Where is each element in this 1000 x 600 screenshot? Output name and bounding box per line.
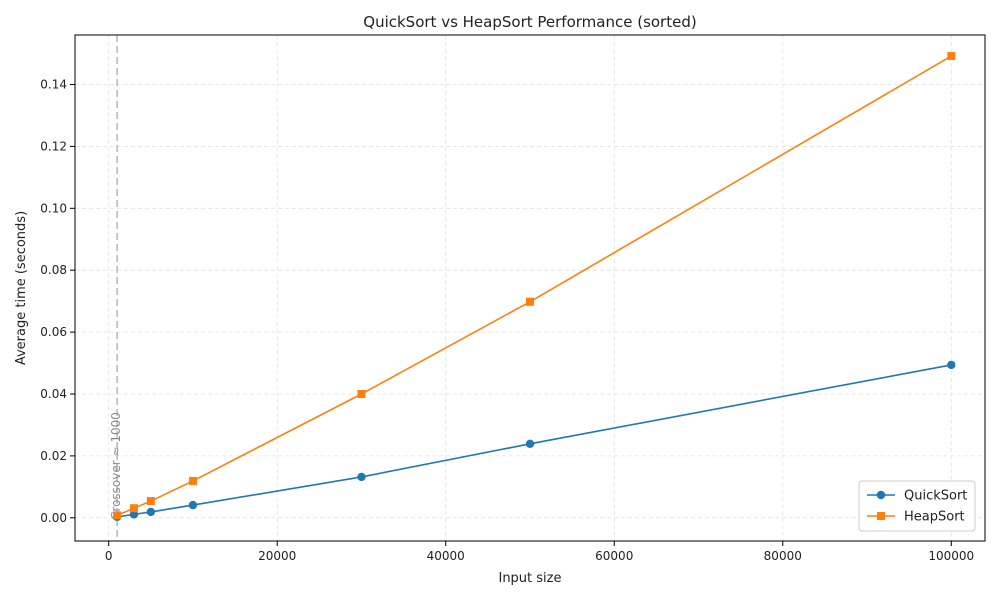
heapsort-point	[188, 476, 197, 485]
heapsort-point	[357, 389, 366, 398]
x-tick-label: 80000	[764, 549, 802, 563]
y-tick-label: 0.02	[40, 449, 67, 463]
annotation-layer: Crossover ≈ 1000	[109, 35, 123, 541]
quicksort-point	[129, 510, 139, 519]
x-tick-label: 100000	[928, 549, 974, 563]
heapsort-point	[113, 511, 122, 520]
heapsort-point	[526, 297, 534, 306]
y-tick-label: 0.06	[40, 325, 67, 339]
chart-title: QuickSort vs HeapSort Performance (sorte…	[363, 13, 696, 31]
legend: QuickSort HeapSort	[858, 480, 976, 532]
x-tick-label: 60000	[595, 549, 633, 563]
series-layer	[112, 52, 956, 522]
plot-frame	[74, 34, 986, 542]
x-axis: 0 20000 40000 60000 80000 100000	[105, 541, 974, 563]
legend-label: QuickSort	[904, 489, 967, 504]
series-heapsort	[113, 52, 956, 520]
legend-box	[858, 480, 976, 532]
legend-item-heapsort: HeapSort	[867, 510, 965, 525]
grid	[75, 35, 985, 541]
legend-marker	[877, 512, 885, 520]
crossover-label: Crossover ≈ 1000	[109, 412, 123, 520]
quicksort-point	[188, 500, 198, 510]
quicksort-point	[357, 472, 366, 482]
legend-marker	[876, 490, 886, 500]
y-tick-label: 0.04	[40, 387, 67, 401]
y-tick-label: 0.08	[40, 263, 67, 277]
x-axis-label: Input size	[498, 571, 561, 586]
quicksort-point	[947, 360, 956, 370]
heapsort-point	[146, 497, 155, 506]
x-tick-label: 20000	[258, 549, 296, 563]
y-tick-label: 0.00	[40, 511, 67, 525]
heapsort-point	[947, 52, 956, 61]
heapsort-point	[129, 504, 138, 513]
y-tick-label: 0.14	[40, 78, 67, 92]
y-tick-label: 0.10	[40, 201, 67, 215]
legend-item-quicksort: QuickSort	[867, 489, 967, 504]
y-axis: 0.00 0.02 0.04 0.06 0.08 0.10 0.12 0.14	[40, 78, 75, 525]
x-tick-label: 40000	[427, 549, 465, 563]
y-tick-label: 0.12	[40, 139, 67, 153]
quicksort-point	[146, 507, 156, 517]
legend-label: HeapSort	[904, 510, 965, 525]
x-tick-label: 0	[105, 549, 113, 563]
y-axis-label: Average time (seconds)	[14, 211, 29, 365]
quicksort-point	[525, 439, 535, 449]
